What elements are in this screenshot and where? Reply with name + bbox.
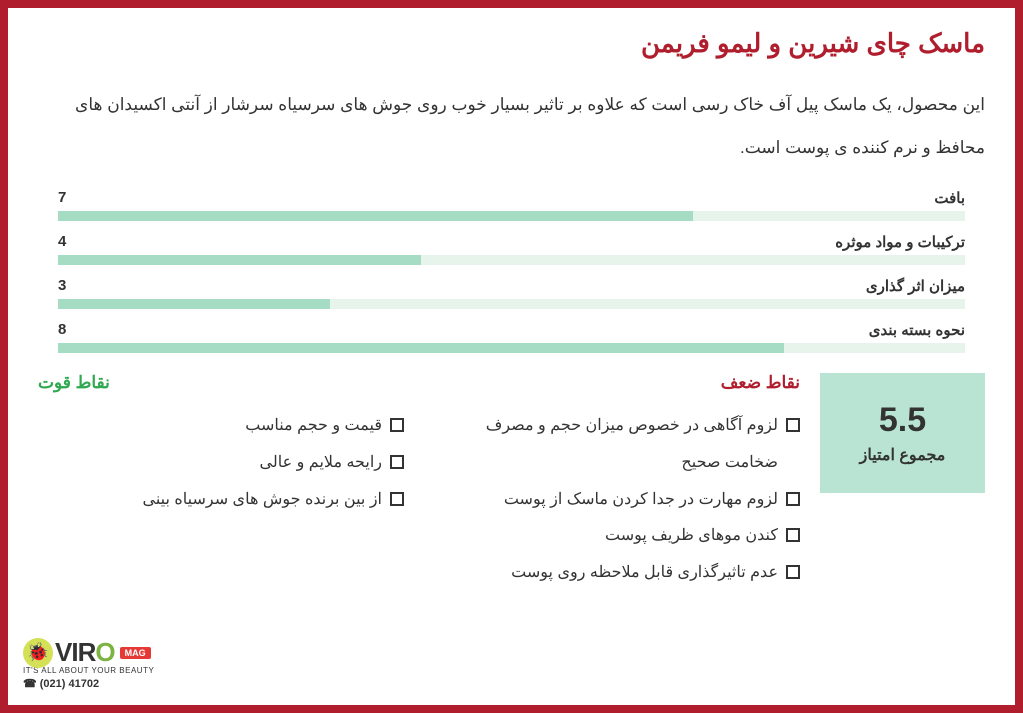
strengths-list: قیمت و حجم مناسب رایحه ملایم و عالی از ب… — [38, 408, 404, 518]
rating-value: 8 — [58, 321, 66, 339]
logo-text: VIRO — [55, 637, 115, 668]
list-item: قیمت و حجم مناسب — [38, 408, 404, 445]
checkbox-icon — [390, 455, 404, 469]
list-item: لزوم آگاهی در خصوص میزان حجم و مصرف ضخام… — [434, 408, 800, 482]
product-title: ماسک چای شیرین و لیمو فریمن — [38, 28, 985, 59]
list-item: عدم تاثیرگذاری قابل ملاحظه روی پوست — [434, 555, 800, 592]
ratings-section: بافت 7 ترکیبات و مواد موثره 4 میزان اثر … — [58, 189, 965, 353]
rating-label: ترکیبات و مواد موثره — [835, 233, 965, 251]
checkbox-icon — [390, 492, 404, 506]
rating-value: 7 — [58, 189, 66, 207]
rating-bar — [58, 255, 965, 265]
checkbox-icon — [786, 492, 800, 506]
total-score-box: 5.5 مجموع امتیاز — [820, 373, 985, 493]
strengths-header: نقاط قوت — [38, 373, 404, 393]
rating-label: میزان اثر گذاری — [866, 277, 965, 295]
logo-tagline: IT'S ALL ABOUT YOUR BEAUTY — [23, 666, 154, 675]
weaknesses-header: نقاط ضعف — [434, 373, 800, 393]
list-item: کندن موهای ظریف پوست — [434, 518, 800, 555]
weaknesses-list: لزوم آگاهی در خصوص میزان حجم و مصرف ضخام… — [434, 408, 800, 592]
checkbox-icon — [786, 418, 800, 432]
rating-bar — [58, 211, 965, 221]
rating-label: بافت — [934, 189, 965, 207]
weaknesses-column: نقاط ضعف لزوم آگاهی در خصوص میزان حجم و … — [434, 373, 800, 592]
rating-label: نحوه بسته بندی — [869, 321, 965, 339]
list-item: لزوم مهارت در جدا کردن ماسک از پوست — [434, 482, 800, 519]
rating-value: 3 — [58, 277, 66, 295]
score-value: 5.5 — [879, 401, 926, 440]
checkbox-icon — [390, 418, 404, 432]
list-item: رایحه ملایم و عالی — [38, 445, 404, 482]
strengths-column: نقاط قوت قیمت و حجم مناسب رایحه ملایم و … — [38, 373, 404, 592]
rating-row: بافت 7 — [58, 189, 965, 221]
ladybug-icon — [23, 638, 53, 668]
score-label: مجموع امتیاز — [860, 445, 946, 465]
rating-row: ترکیبات و مواد موثره 4 — [58, 233, 965, 265]
checkbox-icon — [786, 528, 800, 542]
product-description: این محصول، یک ماسک پیل آف خاک رسی است که… — [38, 84, 985, 169]
rating-value: 4 — [58, 233, 66, 251]
list-item: از بین برنده جوش های سرسیاه بینی — [38, 482, 404, 519]
brand-logo: VIRO MAG IT'S ALL ABOUT YOUR BEAUTY ☎ (0… — [23, 637, 154, 690]
rating-bar — [58, 299, 965, 309]
mag-badge: MAG — [120, 647, 151, 659]
lower-section: 5.5 مجموع امتیاز نقاط ضعف لزوم آگاهی در … — [38, 373, 985, 592]
logo-phone: ☎ (021) 41702 — [23, 677, 154, 690]
rating-row: نحوه بسته بندی 8 — [58, 321, 965, 353]
checkbox-icon — [786, 565, 800, 579]
rating-row: میزان اثر گذاری 3 — [58, 277, 965, 309]
rating-bar — [58, 343, 965, 353]
